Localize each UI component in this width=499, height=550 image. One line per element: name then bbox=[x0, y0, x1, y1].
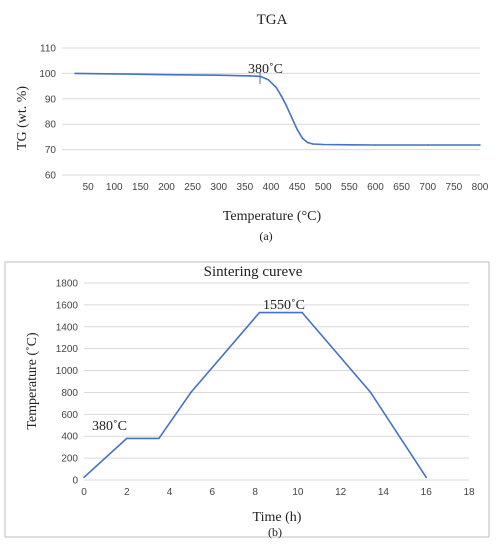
tga-x-tick-label: 450 bbox=[289, 182, 306, 193]
tga-data-point bbox=[249, 75, 251, 77]
tga-y-tick-label: 110 bbox=[40, 44, 56, 55]
tga-y-tick-label: 90 bbox=[45, 94, 57, 105]
tga-data-point bbox=[306, 141, 309, 144]
sintering-y-tick-labels: 0 200 400 600 800 1000 1200 1400 1600 1800 bbox=[56, 279, 79, 487]
tga-y-tick-label: 60 bbox=[45, 171, 57, 182]
sintering-x-tick-label: 8 bbox=[252, 487, 258, 498]
sintering-caption: (b) bbox=[268, 525, 282, 539]
tga-x-tick-label: 750 bbox=[446, 182, 463, 193]
tga-data-point bbox=[374, 144, 377, 146]
sintering-data-point bbox=[301, 311, 303, 314]
sintering-y-tick-label: 800 bbox=[61, 388, 78, 399]
tga-x-tick-label: 50 bbox=[83, 182, 95, 193]
tga-x-tick-label: 200 bbox=[158, 182, 175, 193]
tga-data-point bbox=[312, 143, 314, 145]
sintering-y-tick-label: 200 bbox=[61, 454, 78, 465]
sintering-y-tick-label: 1000 bbox=[56, 366, 79, 377]
sintering-x-tick-label: 0 bbox=[81, 487, 87, 498]
tga-data-point bbox=[217, 74, 220, 76]
tga-x-tick-label: 350 bbox=[237, 182, 254, 193]
tga-data-point bbox=[113, 73, 116, 75]
sintering-data-point bbox=[158, 437, 160, 440]
tga-data-point bbox=[296, 128, 298, 131]
sintering-data-point bbox=[125, 437, 128, 440]
tga-data-point bbox=[426, 144, 429, 146]
tga-y-tick-label: 70 bbox=[45, 145, 57, 156]
tga-data-point bbox=[479, 144, 481, 146]
tga-data-point bbox=[348, 143, 351, 146]
sintering-x-tick-label: 2 bbox=[124, 487, 130, 498]
tga-x-axis-label: Temperature (°C) bbox=[223, 209, 322, 224]
sintering-x-tick-label: 4 bbox=[167, 487, 173, 498]
tga-x-tick-label: 650 bbox=[393, 182, 410, 193]
tga-series bbox=[74, 72, 481, 146]
tga-data-point bbox=[301, 137, 304, 139]
tga-data-point bbox=[267, 78, 270, 81]
tga-x-tick-label: 800 bbox=[472, 182, 489, 193]
sintering-x-tick-labels: 0 2 4 6 8 10 12 14 16 18 bbox=[81, 487, 475, 498]
tga-data-point bbox=[322, 143, 325, 146]
tga-y-axis-label: TG (wt. %) bbox=[15, 86, 30, 150]
tga-x-tick-label: 400 bbox=[263, 182, 280, 193]
tga-series-line bbox=[75, 72, 480, 146]
sintering-y-tick-label: 600 bbox=[61, 410, 78, 421]
sintering-x-axis-label: Time (h) bbox=[253, 510, 302, 525]
tga-y-tick-label: 100 bbox=[39, 69, 56, 80]
sintering-x-tick-label: 14 bbox=[378, 487, 390, 498]
sintering-x-tick-label: 6 bbox=[210, 487, 216, 498]
tga-chart-title: TGA bbox=[257, 12, 288, 28]
sintering-annotation-380: 380˚C bbox=[92, 419, 127, 434]
tga-data-point bbox=[280, 95, 283, 98]
sintering-data-point bbox=[83, 476, 85, 479]
tga-data-point bbox=[165, 73, 168, 76]
sintering-plot-frame bbox=[4, 261, 490, 538]
tga-x-tick-label: 700 bbox=[419, 182, 436, 193]
tga-x-tick-labels: 50 100 150 200 250 300 350 400 450 500 550 600 650 70… bbox=[83, 182, 489, 193]
tga-x-tick-label: 500 bbox=[315, 182, 332, 193]
sintering-x-tick-label: 18 bbox=[463, 487, 475, 498]
sintering-chart: Sintering cureve 0 200 400 600 800 1000 1200 14… bbox=[4, 261, 490, 539]
sintering-data-point bbox=[369, 391, 372, 394]
sintering-chart-title: Sintering cureve bbox=[204, 264, 303, 280]
sintering-y-tick-label: 1600 bbox=[56, 300, 79, 311]
sintering-gridlines bbox=[84, 282, 469, 481]
sintering-y-axis-label: Temperature (˚C) bbox=[25, 332, 40, 430]
tga-chart: TGA 60 70 80 90 100 110 50 100 150 200 250 300 350 4… bbox=[15, 12, 489, 243]
tga-data-point bbox=[275, 86, 278, 89]
sintering-data-point bbox=[258, 311, 261, 314]
sintering-series-line bbox=[83, 311, 427, 478]
sintering-data-point bbox=[190, 391, 192, 394]
sintering-series bbox=[83, 311, 428, 479]
tga-x-tick-label: 150 bbox=[132, 182, 149, 193]
tga-x-tick-label: 300 bbox=[210, 182, 227, 193]
tga-data-point bbox=[285, 105, 288, 108]
tga-x-tick-label: 100 bbox=[106, 182, 123, 193]
sintering-annotation-1550: 1550˚C bbox=[263, 298, 305, 313]
sintering-x-tick-label: 16 bbox=[421, 487, 433, 498]
sintering-y-tick-label: 0 bbox=[72, 476, 78, 487]
tga-data-point bbox=[291, 117, 293, 119]
tga-caption: (a) bbox=[259, 229, 272, 243]
tga-y-tick-label: 80 bbox=[45, 120, 57, 131]
sintering-data-point bbox=[425, 476, 428, 479]
tga-x-tick-label: 550 bbox=[341, 182, 358, 193]
sintering-y-tick-label: 1800 bbox=[56, 279, 79, 290]
tga-annotation-380: 380˚C bbox=[248, 62, 283, 77]
sintering-y-tick-label: 1400 bbox=[56, 322, 79, 333]
tga-data-point bbox=[74, 72, 76, 75]
tga-y-tick-labels: 60 70 80 90 100 110 bbox=[39, 44, 56, 182]
sintering-y-tick-label: 1200 bbox=[56, 344, 79, 355]
tga-x-tick-label: 250 bbox=[184, 182, 201, 193]
sintering-x-tick-label: 10 bbox=[292, 487, 304, 498]
tga-x-tick-label: 600 bbox=[367, 182, 384, 193]
sintering-x-tick-label: 12 bbox=[335, 487, 347, 498]
sintering-y-tick-label: 400 bbox=[61, 432, 78, 443]
